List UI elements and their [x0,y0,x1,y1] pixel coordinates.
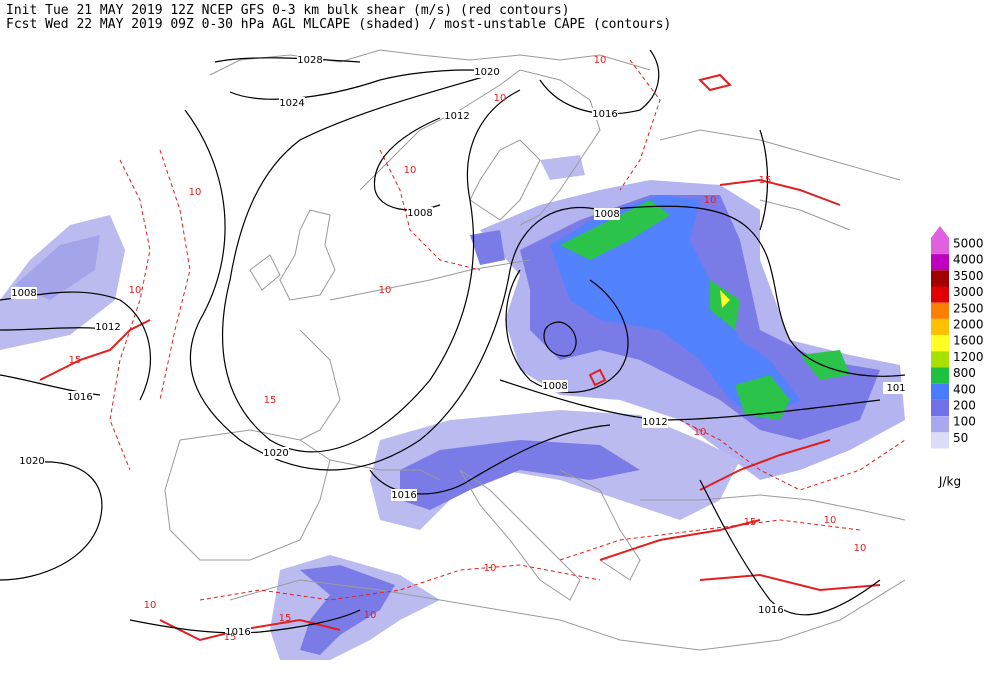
shear-label: 10 [484,563,497,574]
colorbar-label: 4000 [953,253,984,267]
label-backdrop [225,626,251,638]
isobar-label: 101 [886,383,905,394]
shear-label: 10 [364,610,377,621]
colorbar-cap [931,226,949,238]
shear-label: 15 [279,613,292,624]
isobar-label: 1016 [592,109,617,120]
colorbar-label: 200 [953,399,976,413]
isobar-label: 1028 [297,55,322,66]
label-backdrop [444,110,470,122]
isobar-label: 1020 [474,67,499,78]
shear-label: 10 [129,285,142,296]
header-line: Fcst Wed 22 MAY 2019 09Z 0-30 hPa AGL ML… [6,17,671,32]
colorbar-label: 400 [953,382,976,396]
colorbar-swatch [931,302,949,319]
colorbar-swatch [931,318,949,336]
label-backdrop [592,108,618,120]
label-backdrop [19,455,45,467]
isobar-label: 1016 [67,392,92,403]
colorbar-swatch [931,335,949,352]
isobar-label: 1016 [391,490,416,501]
shear-label: 10 [704,195,717,206]
colorbar-label: 3500 [953,269,984,283]
colorbar-swatch [931,270,949,287]
label-backdrop [95,321,121,333]
label-backdrop [297,54,323,66]
colorbar-swatch [931,383,949,400]
shear-label: 10 [594,55,607,66]
shear-labels: 10 10 10 15 10 10 10 15 10 15 10 15 15 10 10 10 15 10 10 [69,55,867,643]
label-backdrop [279,97,305,109]
isobar-label: 1024 [279,98,304,109]
shear-label: 10 [144,600,157,611]
label-backdrop [883,382,909,394]
colorbar-swatch [931,286,949,303]
label-backdrop [391,489,417,501]
isobar-label: 1020 [19,456,44,467]
colorbar-label: 1600 [953,334,984,348]
colorbar-swatch [931,416,949,433]
isobar-label: 1008 [407,208,432,219]
colorbar-label: 100 [953,415,976,429]
shear-label: 10 [694,427,707,438]
shear-label: 10 [189,187,202,198]
header-line: Init Tue 21 MAY 2019 12Z NCEP GFS 0-3 km… [6,3,570,18]
isobar-label: 1016 [758,605,783,616]
isobar-label: 1008 [542,381,567,392]
shear-label: 15 [69,355,82,366]
shear-label: 10 [404,165,417,176]
colorbar-label: 1200 [953,350,984,364]
label-backdrop [758,604,784,616]
shear-label: 10 [494,93,507,104]
isobar-label: 1012 [95,322,120,333]
colorbar-swatch [931,367,949,384]
label-backdrop [642,416,668,428]
isobar-label: 1008 [594,209,619,220]
isobar-label: 1016 [225,627,250,638]
pressure-labels: 1028 1020 1024 1012 1016 1008 1008 1008 1012 1016… [11,54,909,638]
colorbar-label: 5000 [953,237,984,251]
label-backdrop [11,287,37,299]
isobar-label: 1012 [444,111,469,122]
shear-label: 10 [379,285,392,296]
label-backdrop [542,380,568,392]
shear-label: 10 [854,543,867,554]
colorbar: 5000 4000 3500 3000 2500 2000 1600 1200 800 400 20… [931,226,984,489]
colorbar-label: 50 [953,431,968,445]
colorbar-swatch [931,432,949,449]
colorbar-label: 2000 [953,318,984,332]
colorbar-swatch [931,237,949,255]
colorbar-label: 800 [953,366,976,380]
isobar-label: 1020 [263,448,288,459]
label-backdrop [474,66,500,78]
colorbar-swatch [931,351,949,368]
shear-label: 15 [759,175,772,186]
label-backdrop [263,447,289,459]
shear-label: 15 [264,395,277,406]
colorbar-label: 2500 [953,301,984,315]
shear-label: 15 [744,517,757,528]
shear-label: 15 [224,632,237,643]
label-backdrop [594,208,620,220]
isobar-label: 1008 [11,288,36,299]
colorbar-swatch [931,254,949,271]
colorbar-unit: J/kg [938,475,961,489]
isobar-label: 1012 [642,417,667,428]
label-backdrop [67,391,93,403]
colorbar-label: 3000 [953,285,984,299]
colorbar-swatch [931,399,949,417]
label-backdrop [407,207,433,219]
shear-label: 10 [824,515,837,526]
coastlines [164,49,906,651]
